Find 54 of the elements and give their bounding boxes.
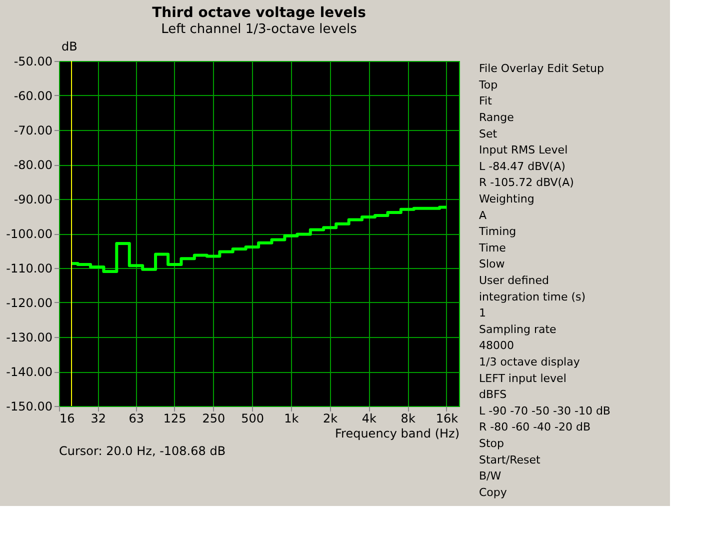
y-tick-label: -130.00 (6, 330, 52, 344)
chart-title: Third octave voltage levels (152, 5, 366, 21)
text: 48000 (479, 339, 514, 352)
text: Top (478, 78, 498, 92)
x-tick-label: 16 (60, 412, 75, 426)
y-tick-label: -100.00 (6, 227, 52, 241)
text: File Overlay Edit Setup (479, 62, 604, 76)
text: Time (478, 241, 506, 254)
text: L -90 -70 -50 -30 -10 dB (479, 404, 610, 418)
x-tick-label: 500 (241, 412, 264, 426)
text: 1 (479, 306, 486, 320)
text: dBFS (479, 388, 507, 402)
text: integration time (s) (479, 290, 586, 304)
text: 1/3 octave display (479, 355, 580, 368)
y-tick-label: -140.00 (6, 365, 52, 379)
x-tick-label: 125 (163, 412, 186, 426)
text: Range (479, 111, 514, 124)
text: B/W (479, 470, 502, 483)
text: R -105.72 dBV(A) (479, 176, 574, 190)
y-tick-label: -50.00 (14, 54, 52, 68)
text: User defined (479, 274, 549, 287)
y-tick-label: -80.00 (14, 158, 52, 172)
text: Copy (479, 486, 508, 499)
y-tick-label: -150.00 (6, 400, 52, 414)
x-tick-label: 8k (400, 412, 416, 426)
y-axis-title: dB (62, 40, 78, 54)
text: Sampling rate (479, 322, 557, 336)
y-tick-label: -90.00 (14, 192, 52, 206)
text: R -80 -60 -40 -20 dB (479, 420, 591, 434)
x-tick-label: 4k (362, 412, 377, 426)
y-tick-label: -60.00 (14, 89, 52, 103)
chart-subtitle: Left channel 1/3-octave levels (161, 22, 358, 37)
text: Start/Reset (479, 453, 541, 466)
x-tick-label: 32 (90, 412, 106, 426)
text: Cursor: 20.0 Hz, -108.68 dB (59, 444, 226, 458)
text: Fit (479, 94, 493, 108)
text: Stop (479, 436, 504, 450)
text: Weighting (479, 192, 534, 206)
text: A (479, 208, 487, 222)
x-tick-label: 1k (284, 412, 299, 426)
y-tick-label: -70.00 (14, 124, 52, 138)
x-tick-label: 250 (202, 412, 226, 426)
text: Set (479, 127, 498, 140)
x-axis-title: Frequency band (Hz) (335, 426, 460, 440)
text: LEFT input level (479, 372, 566, 385)
x-tick-label: 2k (323, 412, 338, 426)
y-tick-label: -120.00 (6, 296, 52, 310)
text: Slow (479, 258, 505, 271)
text: Timing (478, 225, 516, 238)
text: L -84.47 dBV(A) (479, 160, 566, 173)
x-tick-label: 63 (128, 412, 144, 426)
text: Input RMS Level (479, 144, 568, 157)
y-tick-label: -110.00 (6, 262, 52, 276)
x-tick-label: 16k (436, 412, 458, 426)
